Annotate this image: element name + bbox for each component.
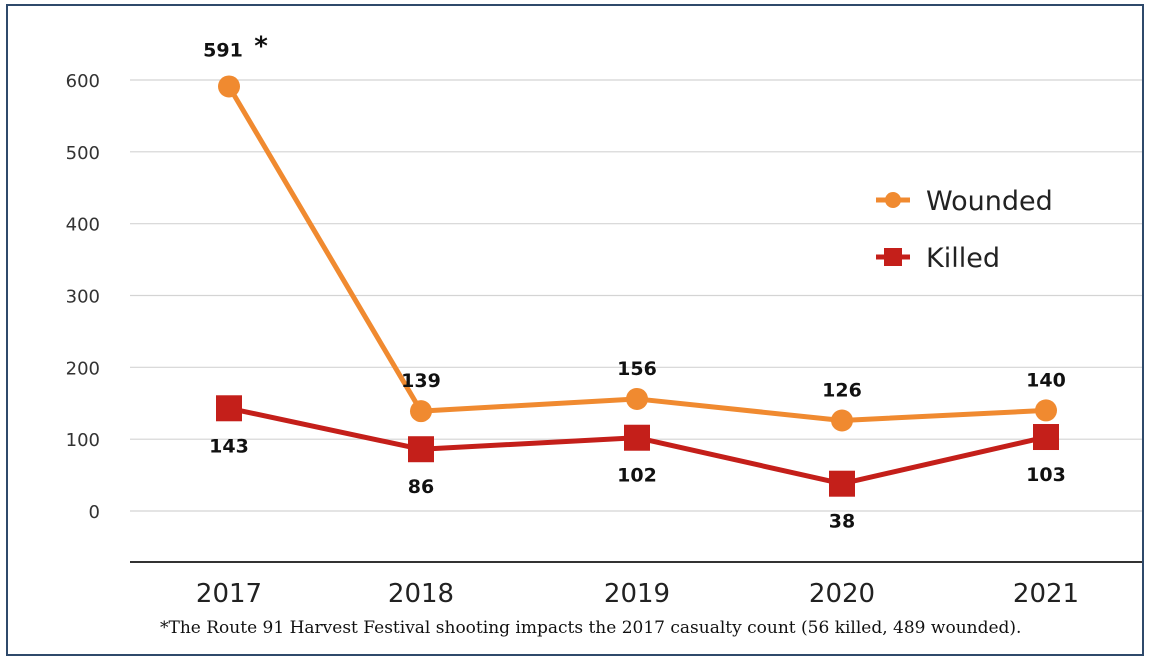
data-label-wounded: 140 bbox=[1026, 369, 1066, 391]
data-point-wounded bbox=[218, 75, 240, 98]
annotation-asterisk: * bbox=[254, 31, 268, 61]
data-point-killed bbox=[216, 395, 242, 422]
y-tick-label: 100 bbox=[66, 430, 100, 451]
data-point-killed bbox=[829, 470, 855, 497]
x-tick-label: 2021 bbox=[1013, 579, 1079, 609]
y-tick-label: 400 bbox=[66, 215, 100, 236]
y-tick-label: 0 bbox=[89, 502, 100, 523]
y-tick-label: 600 bbox=[66, 71, 100, 92]
data-labels: 143 86 102 38 103 591 * 139 156 126 140 bbox=[203, 31, 1066, 532]
data-point-wounded bbox=[831, 409, 853, 432]
data-point-killed bbox=[624, 424, 650, 451]
legend-item-killed: Killed bbox=[876, 243, 1000, 274]
data-point-wounded bbox=[626, 387, 648, 410]
legend: Wounded Killed bbox=[876, 186, 1053, 274]
legend-marker-circle bbox=[885, 192, 901, 208]
data-label-killed: 102 bbox=[617, 465, 657, 487]
chart-frame bbox=[6, 4, 1144, 656]
x-axis: 2017 2018 2019 2020 2021 bbox=[196, 579, 1079, 609]
data-label-wounded: 126 bbox=[822, 379, 862, 401]
legend-label: Killed bbox=[926, 243, 1000, 274]
legend-label: Wounded bbox=[926, 186, 1053, 217]
y-tick-label: 300 bbox=[66, 287, 100, 308]
data-point-wounded bbox=[1035, 399, 1057, 422]
data-label-killed: 103 bbox=[1026, 464, 1066, 486]
x-tick-label: 2020 bbox=[809, 579, 875, 609]
legend-item-wounded: Wounded bbox=[876, 186, 1053, 217]
data-label-wounded: 591 bbox=[203, 39, 243, 61]
data-point-wounded bbox=[410, 400, 432, 423]
data-label-killed: 86 bbox=[408, 476, 434, 498]
gridlines bbox=[130, 79, 1142, 512]
x-tick-label: 2018 bbox=[388, 579, 454, 609]
y-tick-label: 200 bbox=[66, 358, 100, 379]
y-axis: 0 100 200 300 400 500 600 bbox=[66, 71, 100, 523]
x-tick-label: 2019 bbox=[604, 579, 670, 609]
y-tick-label: 500 bbox=[66, 143, 100, 164]
series-group bbox=[216, 75, 1059, 497]
data-point-killed bbox=[408, 436, 434, 463]
data-label-wounded: 156 bbox=[617, 358, 657, 380]
data-label-wounded: 139 bbox=[401, 370, 441, 392]
data-label-killed: 38 bbox=[829, 511, 855, 533]
data-label-killed: 143 bbox=[209, 435, 249, 457]
data-point-killed bbox=[1033, 424, 1059, 451]
legend-marker-square bbox=[884, 248, 902, 266]
footnote: *The Route 91 Harvest Festival shooting … bbox=[160, 618, 1022, 638]
x-tick-label: 2017 bbox=[196, 579, 262, 609]
